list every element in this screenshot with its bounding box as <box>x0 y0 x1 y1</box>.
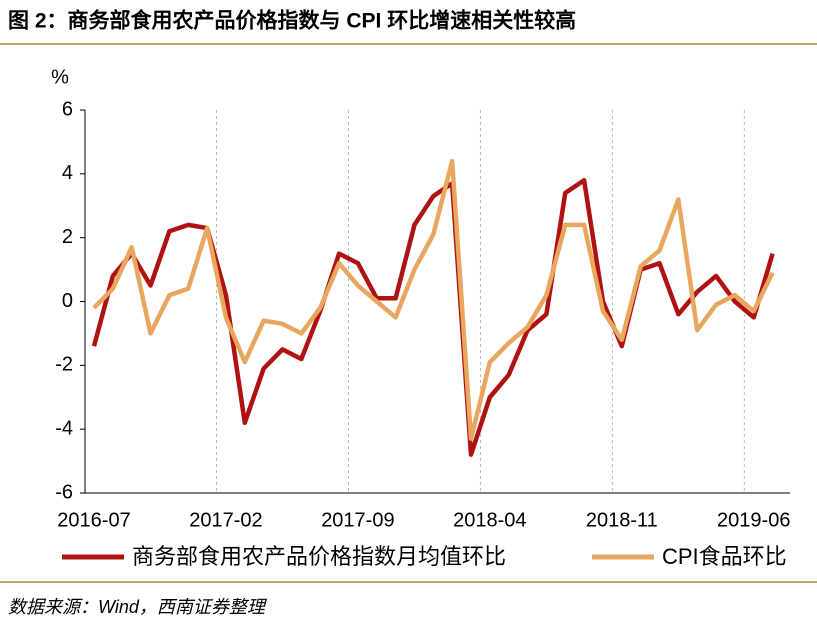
y-tick-label: -2 <box>55 354 73 376</box>
x-tick-label: 2016-07 <box>57 509 130 531</box>
y-tick-label: 6 <box>62 98 73 120</box>
y-tick-label: 2 <box>62 226 73 248</box>
x-tick-label: 2019-06 <box>717 509 790 531</box>
y-tick-label: 4 <box>62 162 73 184</box>
chart-title: 图 2：商务部食用农产品价格指数与 CPI 环比增速相关性较高 <box>8 9 576 33</box>
y-unit: % <box>51 66 69 88</box>
legend-label: 商务部食用农产品价格指数月均值环比 <box>132 544 506 569</box>
x-tick-label: 2018-04 <box>453 509 526 531</box>
legend-label: CPI食品环比 <box>662 544 787 569</box>
x-tick-label: 2017-09 <box>321 509 394 531</box>
y-tick-label: -6 <box>55 481 73 503</box>
source: 数据来源：Wind，西南证券整理 <box>8 597 268 617</box>
y-tick-label: -4 <box>55 417 73 439</box>
x-tick-label: 2018-11 <box>586 509 658 531</box>
line-series <box>92 158 775 441</box>
y-tick-label: 0 <box>62 290 73 312</box>
x-tick-label: 2017-02 <box>189 509 262 531</box>
